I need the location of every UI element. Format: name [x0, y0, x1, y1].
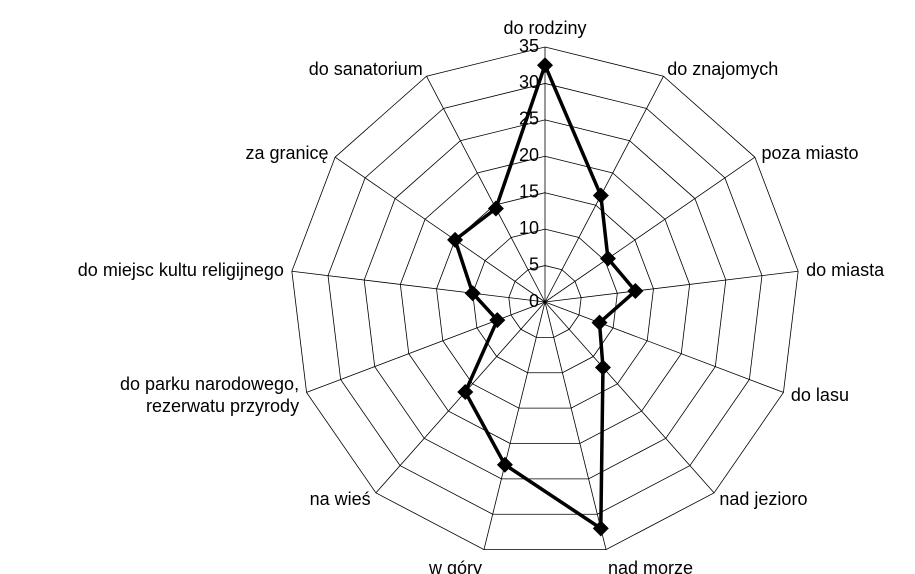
marker [496, 456, 513, 473]
grid-ring [508, 265, 582, 338]
marker [594, 359, 611, 376]
marker [489, 312, 506, 329]
r-tick-label: 15 [519, 181, 539, 201]
grid-ring [436, 192, 654, 409]
grid-ring [291, 46, 799, 550]
category-label: do rodziny [503, 18, 587, 38]
category-label: do znajomych [667, 59, 779, 80]
series-line [453, 63, 638, 531]
grid-ring [399, 155, 691, 444]
marker [457, 383, 474, 400]
spoke [544, 301, 607, 550]
spoke [544, 301, 784, 393]
marker [599, 250, 616, 267]
spoke [306, 301, 546, 393]
grid-ring [472, 228, 618, 374]
marker [464, 285, 481, 302]
spoke [544, 156, 756, 303]
spoke [544, 270, 799, 303]
category-label: w góry [429, 558, 483, 574]
spoke [544, 76, 664, 303]
spoke [375, 301, 546, 494]
category-label: do miasta [806, 260, 885, 281]
marker [591, 314, 608, 331]
category-label: za granicę [245, 142, 329, 163]
r-tick-label: 0 [529, 291, 539, 311]
category-label: poza miasto [761, 142, 859, 163]
r-tick-label: 5 [529, 254, 539, 274]
r-tick-label: 10 [519, 218, 539, 238]
marker [537, 57, 553, 74]
grid-ring [327, 83, 763, 515]
category-label: nad jezioro [719, 488, 808, 509]
category-label: do sanatorium [308, 59, 423, 80]
spoke [291, 270, 546, 303]
r-tick-label: 20 [519, 145, 539, 165]
category-label: do miejsc kultu religijnego [77, 260, 284, 281]
spoke [483, 301, 546, 550]
grid-ring [363, 119, 727, 480]
category-label: nad morze [607, 558, 693, 574]
marker [592, 187, 609, 204]
marker [487, 200, 504, 217]
r-tick-label: 35 [519, 36, 539, 56]
category-label: do parku narodowego, rezerwatu przyrody [119, 374, 300, 417]
marker [592, 520, 609, 537]
r-tick-label: 30 [519, 72, 539, 92]
marker [627, 283, 644, 300]
spoke [334, 156, 546, 303]
spoke [426, 76, 546, 303]
spoke [544, 301, 715, 494]
category-label: do lasu [790, 385, 849, 406]
category-label: na wieś [309, 488, 371, 509]
marker [447, 231, 464, 248]
